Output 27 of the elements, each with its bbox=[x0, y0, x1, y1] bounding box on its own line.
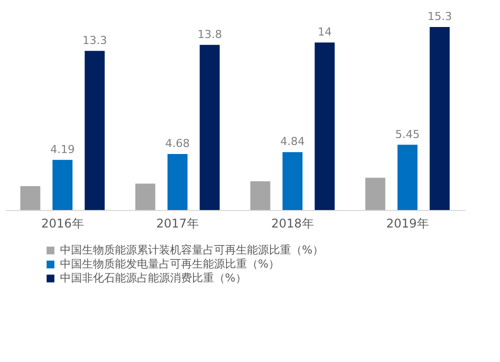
bar bbox=[250, 181, 270, 210]
data-label: 13.8 bbox=[197, 28, 222, 41]
legend-label: 中国非化石能源占能源消费比重（%） bbox=[60, 272, 246, 284]
x-tick-label: 2019年 bbox=[386, 216, 429, 230]
legend-label: 中国生物质能发电量占可再生能源比重（%） bbox=[60, 258, 280, 270]
bar bbox=[314, 42, 335, 210]
data-label: 14 bbox=[318, 26, 332, 39]
bar bbox=[200, 44, 220, 210]
bar bbox=[365, 178, 386, 210]
data-label: 5.45 bbox=[395, 128, 420, 141]
x-tick-label: 2016年 bbox=[41, 216, 84, 230]
bar bbox=[398, 144, 418, 210]
data-label: 13.3 bbox=[82, 34, 107, 47]
bar bbox=[52, 160, 72, 210]
data-label: 4.19 bbox=[50, 142, 75, 156]
legend-label: 中国生物质能源累计装机容量占可再生能源比重（%） bbox=[60, 244, 324, 256]
bar bbox=[84, 50, 105, 210]
bar bbox=[430, 26, 450, 210]
data-label: 4.68 bbox=[165, 137, 190, 150]
x-tick-label: 2017年 bbox=[156, 216, 199, 230]
bar bbox=[20, 186, 40, 210]
bar bbox=[168, 154, 188, 210]
bar bbox=[135, 184, 156, 210]
data-label: 4.84 bbox=[280, 135, 305, 148]
data-label: 15.3 bbox=[427, 10, 452, 23]
x-tick-label: 2018年 bbox=[271, 216, 314, 230]
bar bbox=[282, 152, 302, 210]
